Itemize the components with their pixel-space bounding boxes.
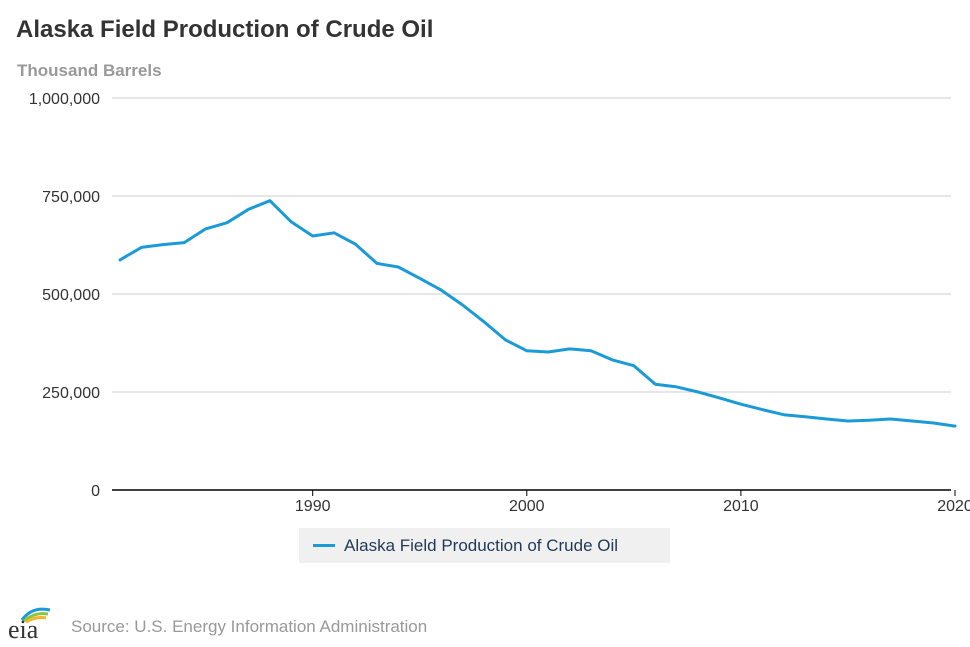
- x-tick-label: 2020: [937, 498, 970, 515]
- y-tick-label: 0: [91, 483, 100, 500]
- eia-logo-icon: eia: [8, 607, 51, 642]
- logo-lettering: eia: [8, 615, 39, 642]
- legend-label: Alaska Field Production of Crude Oil: [344, 535, 619, 555]
- chart-title: Alaska Field Production of Crude Oil: [16, 16, 434, 43]
- y-tick-label: 1,000,000: [29, 91, 100, 108]
- y-axis-units: Thousand Barrels: [17, 61, 162, 80]
- x-tick-label: 1990: [295, 498, 331, 515]
- legend-swatch: [313, 544, 335, 547]
- series-line: [118, 199, 957, 428]
- y-tick-label: 250,000: [42, 385, 100, 402]
- line-chart: 0 250,000 500,000 750,000 1,000,000 1990 2000 2…: [29, 91, 970, 515]
- y-tick-label: 750,000: [42, 189, 100, 206]
- y-tick-label: 500,000: [42, 287, 100, 304]
- x-tick-label: 2000: [509, 498, 545, 515]
- source-note: Source: U.S. Energy Information Administ…: [71, 617, 428, 636]
- x-tick-label: 2010: [723, 498, 759, 515]
- legend[interactable]: Alaska Field Production of Crude Oil: [299, 528, 670, 563]
